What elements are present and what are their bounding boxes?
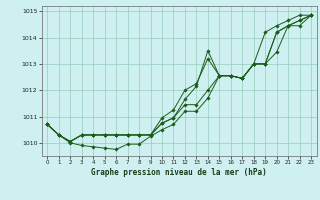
X-axis label: Graphe pression niveau de la mer (hPa): Graphe pression niveau de la mer (hPa) — [91, 168, 267, 177]
